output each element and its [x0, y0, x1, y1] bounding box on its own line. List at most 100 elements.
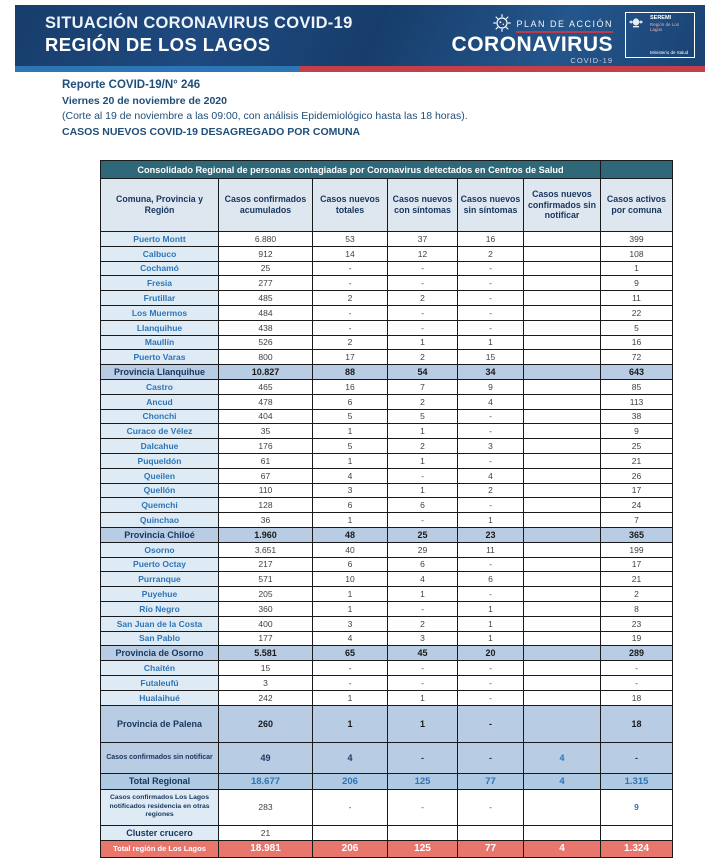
row-value — [523, 556, 601, 573]
row-label: Río Negro — [100, 600, 219, 617]
row-value: - — [312, 260, 388, 277]
table-row: Futaleufú 3- - - - — [100, 674, 673, 691]
ministerio-salud-label: Ministerio de Salud — [650, 49, 689, 55]
row-value: 176 — [218, 438, 313, 454]
row-value: - — [457, 788, 524, 826]
table-row: Puqueldón 61 1 1-21 — [100, 452, 673, 469]
row-value: 29 — [387, 541, 458, 558]
table-row: Ancud 478 6 2 4 113 — [100, 393, 673, 410]
row-value: - — [387, 600, 458, 617]
row-value: - — [457, 704, 524, 743]
row-value: - — [457, 275, 524, 292]
row-value — [523, 408, 601, 425]
row-value — [523, 334, 601, 351]
row-value: 177 — [218, 630, 313, 647]
row-value: - — [457, 556, 524, 573]
row-label: Fresia — [100, 275, 219, 292]
row-label: Cochamó — [100, 260, 219, 277]
row-label: Calbuco — [100, 245, 219, 262]
row-value: 25 — [218, 260, 313, 277]
row-value: 217 — [218, 556, 313, 573]
table-row: Puyehue 205 1 1-2 — [100, 586, 673, 602]
row-value: 206 — [312, 839, 388, 858]
row-label: Total Regional — [100, 772, 219, 790]
row-value — [523, 452, 601, 469]
row-value: 15 — [457, 349, 524, 366]
row-label: Provincia de Osorno — [100, 645, 219, 662]
row-value: 53 — [312, 231, 388, 247]
report-number: Reporte COVID-19/N° 246 — [62, 79, 201, 91]
column-header-nuevos-con-sintomas: Casos nuevos con síntomas — [387, 178, 458, 232]
row-value: 9 — [600, 788, 673, 826]
row-value: - — [312, 319, 388, 336]
column-header-nuevos-sin-sintomas: Casos nuevos sin síntomas — [457, 178, 524, 232]
row-value: - — [312, 788, 388, 826]
row-value — [387, 824, 458, 841]
row-value: 199 — [600, 541, 673, 558]
covid-cases-table: Consolidado Regional de personas contagi… — [100, 160, 673, 858]
row-value: 21 — [600, 571, 673, 588]
row-value — [523, 526, 601, 543]
row-value: 5 — [312, 438, 388, 454]
row-value: - — [387, 660, 458, 676]
row-value: 3 — [457, 438, 524, 454]
row-value: 36 — [218, 512, 313, 528]
row-value: 65 — [312, 645, 388, 662]
row-value — [523, 645, 601, 662]
row-value: - — [457, 660, 524, 676]
row-value: - — [457, 260, 524, 277]
row-value — [523, 423, 601, 440]
row-value: 25 — [600, 438, 673, 454]
row-value: 289 — [600, 645, 673, 662]
row-label: Castro — [100, 378, 219, 395]
row-value: 1 — [312, 704, 388, 743]
row-value: 2 — [312, 334, 388, 351]
row-value — [457, 824, 524, 841]
row-value: 23 — [457, 526, 524, 543]
row-value: 2 — [600, 586, 673, 602]
table-row: Purranque 571 10 4 6 21 — [100, 571, 673, 588]
row-value: 40 — [312, 541, 388, 558]
row-value: 1 — [312, 689, 388, 706]
row-value — [523, 600, 601, 617]
row-value: 48 — [312, 526, 388, 543]
row-value: 399 — [600, 231, 673, 247]
row-value: - — [457, 408, 524, 425]
row-value: 12 — [387, 245, 458, 262]
row-value: 7 — [600, 512, 673, 528]
table-row: Los Muermos 484- - -22 — [100, 304, 673, 321]
column-header-activos: Casos activos por comuna — [600, 178, 673, 232]
row-value: 242 — [218, 689, 313, 706]
row-value — [523, 571, 601, 588]
row-value: 205 — [218, 586, 313, 602]
table-row: Fresia 277- - -9 — [100, 275, 673, 292]
row-value: 3 — [218, 674, 313, 691]
row-value: 18.981 — [218, 839, 313, 858]
row-value: 6 — [312, 556, 388, 573]
row-value: 5 — [600, 319, 673, 336]
row-value — [523, 586, 601, 602]
row-value: 3 — [312, 615, 388, 632]
table-title: Consolidado Regional de personas contagi… — [100, 160, 601, 179]
row-value: 4 — [387, 571, 458, 588]
row-value: 5 — [387, 408, 458, 425]
row-value: 15 — [218, 660, 313, 676]
row-value — [523, 482, 601, 499]
row-value — [523, 467, 601, 484]
row-value: 485 — [218, 290, 313, 306]
row-value: 1 — [312, 600, 388, 617]
report-date: Viernes 20 de noviembre de 2020 — [62, 94, 227, 107]
row-value: 113 — [600, 393, 673, 410]
row-value — [523, 319, 601, 336]
row-value: 365 — [600, 526, 673, 543]
row-label: Osorno — [100, 541, 219, 558]
row-label: Cluster crucero — [100, 824, 219, 841]
row-value — [312, 824, 388, 841]
row-label: Dalcahue — [100, 438, 219, 454]
stripe-red-segment — [299, 66, 705, 72]
row-label: Provincia de Palena — [100, 704, 219, 743]
row-value: 1 — [312, 512, 388, 528]
row-value: 2 — [387, 438, 458, 454]
row-value: 4 — [312, 467, 388, 484]
table-row: Osorno 3.651 40 29 11 199 — [100, 541, 673, 558]
